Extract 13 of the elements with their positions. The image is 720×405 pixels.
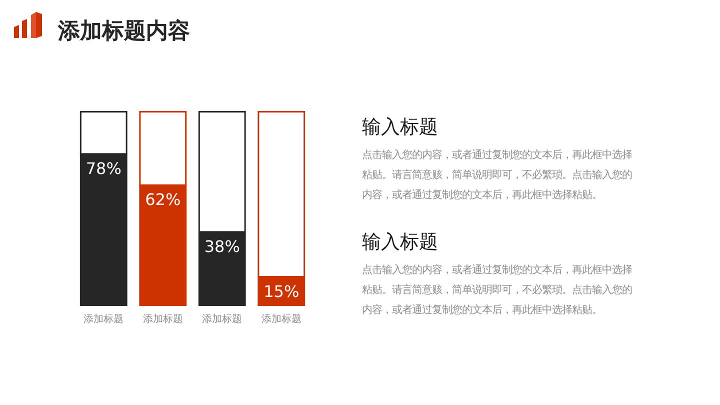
- text: 点击输入您的内容，或者通过复制您的文本后，再此框中选择粘贴。请言简意赅，简单说明即可，不必繁琐。点击输入您的内容，或者通过复制您的文本后，再此框中选择粘贴。: [362, 149, 632, 201]
- text: 输入标题: [362, 116, 438, 138]
- data-label: 38%: [204, 236, 240, 256]
- x-tick-label: 添加标题: [261, 313, 302, 325]
- x-tick-label: 添加标题: [142, 313, 183, 325]
- x-tick-label: 添加标题: [84, 313, 124, 325]
- data-label: 78%: [86, 158, 122, 178]
- x-tick-label: 添加标题: [202, 313, 242, 325]
- chart-title: 添加标题内容: [57, 18, 190, 44]
- text: 点击输入您的内容，或者通过复制您的文本后，再此框中选择粘贴。请言简意赅，简单说明即可，不必繁琐。点击输入您的内容，或者通过复制您的文本后，再此框中选择粘贴。: [362, 264, 632, 316]
- data-label: 15%: [264, 282, 300, 301]
- text: 输入标题: [362, 231, 438, 253]
- data-label: 62%: [145, 190, 181, 210]
